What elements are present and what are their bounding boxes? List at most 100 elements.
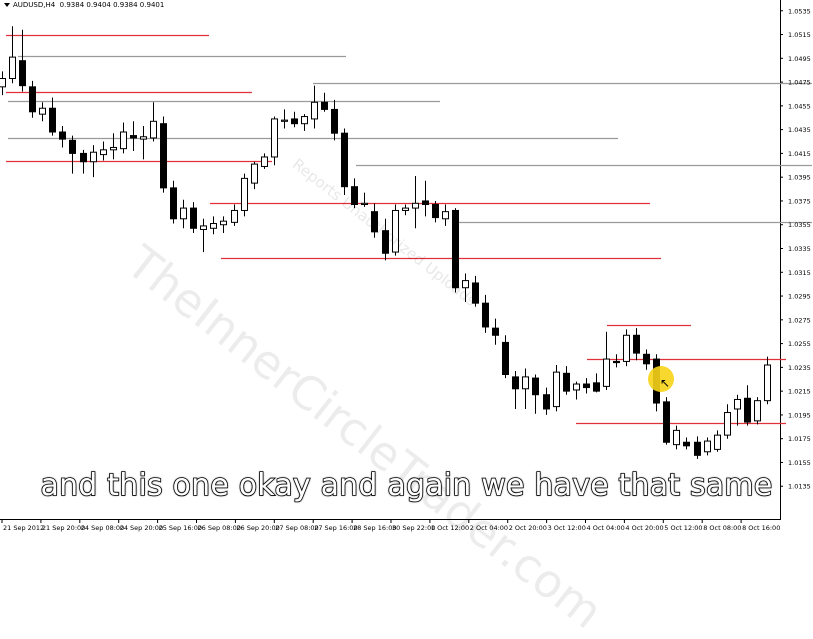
- bear-candle-body: [130, 135, 137, 139]
- candle: [714, 430, 721, 452]
- price-label: 1.0415: [788, 150, 811, 158]
- bear-candle-body: [663, 401, 670, 443]
- candle: [241, 173, 248, 217]
- candle: [301, 114, 308, 131]
- bull-candle-body: [301, 116, 308, 125]
- bull-candle-body: [231, 209, 238, 223]
- candle: [673, 425, 680, 450]
- bull-candle-body: [462, 280, 469, 289]
- price-label: 1.0515: [788, 31, 811, 39]
- bull-candle-body: [603, 358, 610, 387]
- candle: [392, 204, 399, 256]
- candle: [49, 97, 56, 136]
- candle: [361, 192, 368, 207]
- bear-candle-body: [482, 302, 489, 328]
- candle: [170, 180, 177, 224]
- price-label: 1.0215: [788, 388, 811, 396]
- bull-candle-body: [90, 151, 97, 163]
- candle: [694, 436, 701, 459]
- candle: [39, 102, 46, 122]
- bear-candle-body: [452, 209, 459, 289]
- time-label: 27 Sep 08:00: [275, 524, 318, 532]
- candle: [120, 122, 127, 154]
- candle: [69, 135, 76, 174]
- bear-candle-body: [190, 207, 197, 229]
- time-label: 26 Sep 08:00: [198, 524, 241, 532]
- level-lines: [6, 34, 812, 425]
- ohlc-values: 0.9384 0.9404 0.9384 0.9401: [59, 1, 165, 9]
- candle: [271, 116, 278, 166]
- bull-candle-body: [724, 412, 731, 436]
- candle: [462, 273, 469, 302]
- price-label: 1.0355: [788, 221, 811, 229]
- candle: [573, 381, 580, 400]
- bear-candle-body: [744, 397, 751, 423]
- bear-candle-body: [593, 382, 600, 392]
- candle: [613, 354, 620, 368]
- bull-candle-body: [281, 119, 288, 122]
- candle: [623, 329, 630, 367]
- candle: [59, 126, 66, 148]
- bull-candle-body: [180, 207, 187, 220]
- candle: [663, 397, 670, 445]
- subtitle-caption: and this one okay and again we have that…: [40, 467, 773, 504]
- candle: [744, 385, 751, 426]
- bull-candle-body: [764, 364, 771, 402]
- bear-candle-body: [59, 131, 66, 140]
- price-label: 1.0455: [788, 102, 811, 110]
- candle: [90, 145, 97, 178]
- candle: [281, 109, 288, 129]
- candle: [140, 126, 147, 160]
- candle: [734, 394, 741, 426]
- bear-candle-body: [69, 139, 76, 154]
- price-label: 1.0315: [788, 269, 811, 277]
- candle: [29, 80, 36, 118]
- price-axis-labels: 1.0535 1.0515 1.0495 1.0475 1.0455 1.0435 1.04…: [780, 7, 811, 491]
- time-label: 8 Oct 16:00: [742, 524, 780, 532]
- bull-candle-body: [271, 118, 278, 158]
- candle: [150, 102, 157, 142]
- candle: [633, 328, 640, 361]
- candle: [452, 208, 459, 293]
- candle: [593, 373, 600, 393]
- bull-candle-body: [361, 202, 368, 206]
- price-chart[interactable]: 1.0535 1.0515 1.0495 1.0475 1.0455 1.0435 1.04…: [0, 0, 813, 533]
- price-label: 1.0195: [788, 411, 811, 419]
- bull-candle-body: [220, 220, 227, 226]
- candle: [130, 121, 137, 152]
- price-label: 1.0255: [788, 340, 811, 348]
- bear-candle-body: [502, 341, 509, 376]
- candle: [643, 349, 650, 370]
- price-label: 1.0535: [788, 7, 811, 15]
- candle: [412, 175, 419, 229]
- candle: [321, 92, 328, 112]
- candle: [341, 128, 348, 196]
- bear-candle-body: [29, 86, 36, 113]
- bull-candle-body: [442, 211, 449, 220]
- bear-candle-body: [683, 441, 690, 447]
- bear-candle-body: [613, 360, 620, 364]
- candle: [532, 374, 539, 414]
- candle: [764, 356, 771, 405]
- bear-candle-body: [170, 187, 177, 220]
- time-label: 4 Oct 20:00: [625, 524, 663, 532]
- bear-candle-body: [291, 118, 298, 125]
- bull-candle-body: [754, 400, 761, 422]
- bull-candle-body: [412, 202, 419, 209]
- bear-candle-body: [49, 107, 56, 133]
- time-label: 27 Sep 16:00: [314, 524, 357, 532]
- bear-candle-body: [512, 376, 519, 390]
- price-label: 1.0275: [788, 316, 811, 324]
- bear-candle-body: [583, 383, 590, 389]
- time-label: 2 Oct 20:00: [509, 524, 547, 532]
- candle: [583, 378, 590, 394]
- candle: [563, 366, 570, 395]
- candle: [0, 71, 6, 96]
- bear-candle-body: [472, 282, 479, 304]
- price-label: 1.0395: [788, 174, 811, 182]
- price-label: 1.0295: [788, 293, 811, 301]
- symbol-label: AUDUSD,H4: [13, 1, 56, 9]
- bull-candle-body: [200, 225, 207, 230]
- time-label: 24 Sep 08:00: [81, 524, 124, 532]
